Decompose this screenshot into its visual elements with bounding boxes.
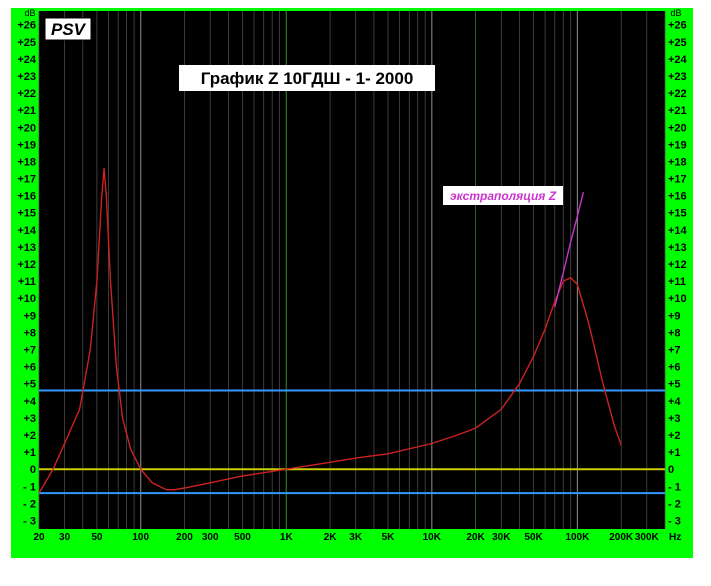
y-tick-label-left: +22 bbox=[17, 88, 36, 100]
x-tick-label: 50 bbox=[91, 532, 103, 543]
y-tick-label-left: +13 bbox=[17, 242, 36, 254]
y-tick-label-right: +14 bbox=[668, 225, 688, 237]
y-tick-label-right: +21 bbox=[668, 105, 687, 117]
y-tick-label-right: - 3 bbox=[668, 516, 681, 528]
y-tick-label-right: +5 bbox=[668, 379, 681, 391]
series-group bbox=[38, 168, 622, 494]
y-tick-label-right: +7 bbox=[668, 345, 681, 357]
y-tick-label-left: +6 bbox=[23, 362, 36, 374]
x-tick-label: 3K bbox=[349, 532, 363, 543]
y-tick-label-right: +2 bbox=[668, 430, 681, 442]
y-tick-label-right: +18 bbox=[668, 156, 687, 168]
y-tick-label-right: - 1 bbox=[668, 481, 681, 493]
x-tick-label: 30 bbox=[59, 532, 71, 543]
x-tick-label: 300K bbox=[635, 532, 660, 543]
y-tick-label-right: +16 bbox=[668, 191, 687, 203]
y-tick-label-left: +17 bbox=[17, 174, 36, 186]
y-tick-label-right: +10 bbox=[668, 293, 687, 305]
x-tick-label: 500 bbox=[234, 532, 251, 543]
y-tick-label-left: +21 bbox=[17, 105, 36, 117]
y-tick-label-right: 0 bbox=[668, 464, 674, 476]
impedance-chart: +26+25+24+23+22+21+20+19+18+17+16+15+14+… bbox=[17, 8, 688, 543]
badge-label: PSV bbox=[51, 20, 87, 39]
plot-area bbox=[39, 11, 665, 529]
y-tick-label-left: +23 bbox=[17, 71, 36, 83]
y-tick-label-left: +12 bbox=[17, 259, 36, 271]
y-tick-label-right: +8 bbox=[668, 327, 681, 339]
y-tick-label-left: - 3 bbox=[23, 516, 36, 528]
y-tick-label-left: - 1 bbox=[23, 481, 36, 493]
y-tick-label-right: +15 bbox=[668, 208, 687, 220]
x-tick-label: 20 bbox=[33, 532, 45, 543]
y-tick-label-left: +20 bbox=[17, 122, 36, 134]
x-tick-label: 5K bbox=[382, 532, 396, 543]
x-tick-label: 200K bbox=[609, 532, 634, 543]
x-tick-label: 10K bbox=[423, 532, 442, 543]
x-axis: 20 30 50 100 200 300 500 1K 2K 3K 5K 10K 20K 30K 50K 10… bbox=[33, 532, 659, 543]
extrapolation-label: экстраполяция Z bbox=[450, 189, 557, 203]
y-tick-label-left: +26 bbox=[17, 20, 36, 32]
y-tick-label-left: +7 bbox=[23, 345, 36, 357]
y-tick-label-right: +6 bbox=[668, 362, 681, 374]
y-axis-unit-right: dB bbox=[670, 8, 681, 18]
y-tick-label-left: +9 bbox=[23, 310, 36, 322]
x-tick-label: 100 bbox=[132, 532, 149, 543]
y-tick-label-left: +11 bbox=[18, 276, 36, 288]
y-tick-label-left: +15 bbox=[17, 208, 36, 220]
annotation-box bbox=[443, 186, 563, 205]
y-tick-label-right: +17 bbox=[668, 174, 687, 186]
y-tick-label-left: +25 bbox=[17, 37, 36, 49]
badge-box bbox=[44, 17, 92, 41]
y-tick-label-left: 0 bbox=[30, 464, 36, 476]
x-tick-label: 2K bbox=[324, 532, 338, 543]
x-tick-label: 50K bbox=[524, 532, 543, 543]
x-tick-label: 100K bbox=[565, 532, 590, 543]
y-tick-label-left: - 2 bbox=[23, 498, 36, 510]
y-tick-label-left: +3 bbox=[23, 413, 36, 425]
reference-lines bbox=[39, 389, 665, 495]
y-tick-label-left: +4 bbox=[23, 396, 36, 408]
y-tick-label-right: +22 bbox=[668, 88, 687, 100]
y-tick-label-right: +4 bbox=[668, 396, 681, 408]
extrapolation-series-line bbox=[554, 192, 585, 307]
y-axis-left: +26+25+24+23+22+21+20+19+18+17+16+15+14+… bbox=[17, 20, 37, 528]
y-tick-label-right: +19 bbox=[668, 139, 687, 151]
y-tick-label-right: +24 bbox=[668, 54, 688, 66]
x-tick-label: 300 bbox=[202, 532, 219, 543]
y-tick-label-left: +2 bbox=[23, 430, 36, 442]
x-tick-label: 30K bbox=[492, 532, 511, 543]
y-tick-label-left: +19 bbox=[17, 139, 36, 151]
y-tick-label-left: +18 bbox=[17, 156, 36, 168]
y-tick-label-right: +20 bbox=[668, 122, 687, 134]
y-tick-label-right: +25 bbox=[668, 37, 687, 49]
x-axis-unit: Hz bbox=[669, 532, 681, 543]
y-axis-unit-left: dB bbox=[24, 8, 35, 18]
y-tick-label-left: +14 bbox=[17, 225, 37, 237]
y-axis-right: +26+25+24+23+22+21+20+19+18+17+16+15+14+… bbox=[668, 20, 688, 528]
y-tick-label-right: - 2 bbox=[668, 498, 681, 510]
title-box bbox=[179, 65, 435, 91]
chart-frame: +26 +25 +24 +23 +22 +21 +20 +19 +18 +17 +16 +15 +14 +… bbox=[11, 8, 693, 558]
grid bbox=[38, 11, 666, 529]
x-tick-label: 1K bbox=[280, 532, 294, 543]
x-tick-label: 200 bbox=[176, 532, 193, 543]
y-tick-label-right: +1 bbox=[668, 447, 681, 459]
y-tick-label-right: +26 bbox=[668, 20, 687, 32]
y-tick-label-left: +10 bbox=[17, 293, 36, 305]
x-tick-label: 20K bbox=[466, 532, 485, 543]
y-tick-label-right: +3 bbox=[668, 413, 681, 425]
y-tick-label-right: +13 bbox=[668, 242, 687, 254]
y-tick-label-right: +11 bbox=[668, 276, 686, 288]
impedance-series-line bbox=[38, 168, 622, 494]
y-tick-label-left: +8 bbox=[23, 327, 36, 339]
y-tick-label-left: +5 bbox=[23, 379, 36, 391]
y-tick-label-right: +9 bbox=[668, 310, 681, 322]
y-tick-label-left: +1 bbox=[23, 447, 36, 459]
chart-title: График Z 10ГДШ - 1- 2000 bbox=[201, 69, 414, 88]
y-tick-label-right: +12 bbox=[668, 259, 687, 271]
y-tick-label-left: +16 bbox=[17, 191, 36, 203]
y-tick-label-right: +23 bbox=[668, 71, 687, 83]
y-tick-label-left: +24 bbox=[17, 54, 37, 66]
